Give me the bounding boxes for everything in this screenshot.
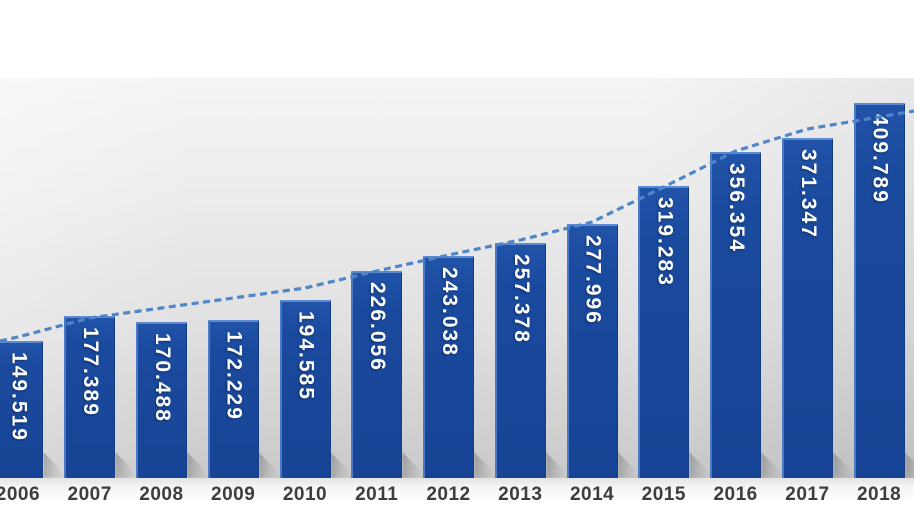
year-label-2010: 2010: [282, 484, 328, 505]
year-label-2006: 2006: [0, 484, 41, 505]
bar-shadow-2018: [904, 452, 914, 478]
x-axis-strip: [0, 478, 914, 515]
bar-value-label: 371.347: [796, 149, 820, 240]
year-label-2015: 2015: [641, 484, 686, 505]
year-label-2007: 2007: [67, 484, 112, 505]
bar-value-label: 149.519: [7, 352, 31, 443]
bar-value-label: 172.229: [222, 331, 246, 422]
bar-2018: 409.789: [853, 103, 905, 478]
bar-2017: 371.347: [781, 138, 833, 478]
bar-value-label: 226.056: [366, 282, 390, 373]
bar-2008: 170.488: [135, 322, 187, 478]
bar-2016: 356.354: [710, 151, 762, 478]
bar-2010: 194.585: [279, 300, 331, 478]
year-label-2018: 2018: [856, 484, 902, 505]
bar-2014: 277.996: [566, 223, 618, 478]
year-label-2017: 2017: [785, 484, 830, 505]
bar-value-label: 277.996: [581, 234, 605, 325]
year-label-2009: 2009: [211, 484, 256, 505]
year-label-2013: 2013: [498, 484, 543, 505]
bar-value-label: 243.038: [438, 266, 461, 357]
year-label-2008: 2008: [139, 484, 184, 505]
year-label-2016: 2016: [713, 484, 758, 505]
bar-value-label: 177.389: [79, 326, 103, 417]
bar-2013: 257.378: [494, 242, 546, 478]
bar-2006: 149.519: [0, 341, 44, 478]
bar-2007: 177.389: [64, 315, 116, 478]
bar-2009: 172.229: [207, 320, 259, 478]
bar-value-label: 170.488: [150, 333, 174, 423]
bar-value-label: 194.585: [294, 311, 318, 401]
year-label-2011: 2011: [355, 484, 399, 505]
bar-2012: 243.038: [423, 255, 474, 478]
bar-value-label: 356.354: [725, 162, 749, 253]
bar-value-label: 409.789: [868, 114, 892, 204]
bar-2011: 226.056: [351, 271, 403, 478]
year-label-2014: 2014: [569, 484, 615, 505]
chart-top-margin: [0, 0, 914, 78]
bar-value-label: 257.378: [509, 253, 533, 344]
bar-value-label: 319.283: [653, 196, 677, 287]
bar-2015: 319.283: [638, 185, 690, 478]
year-label-2012: 2012: [426, 484, 471, 505]
